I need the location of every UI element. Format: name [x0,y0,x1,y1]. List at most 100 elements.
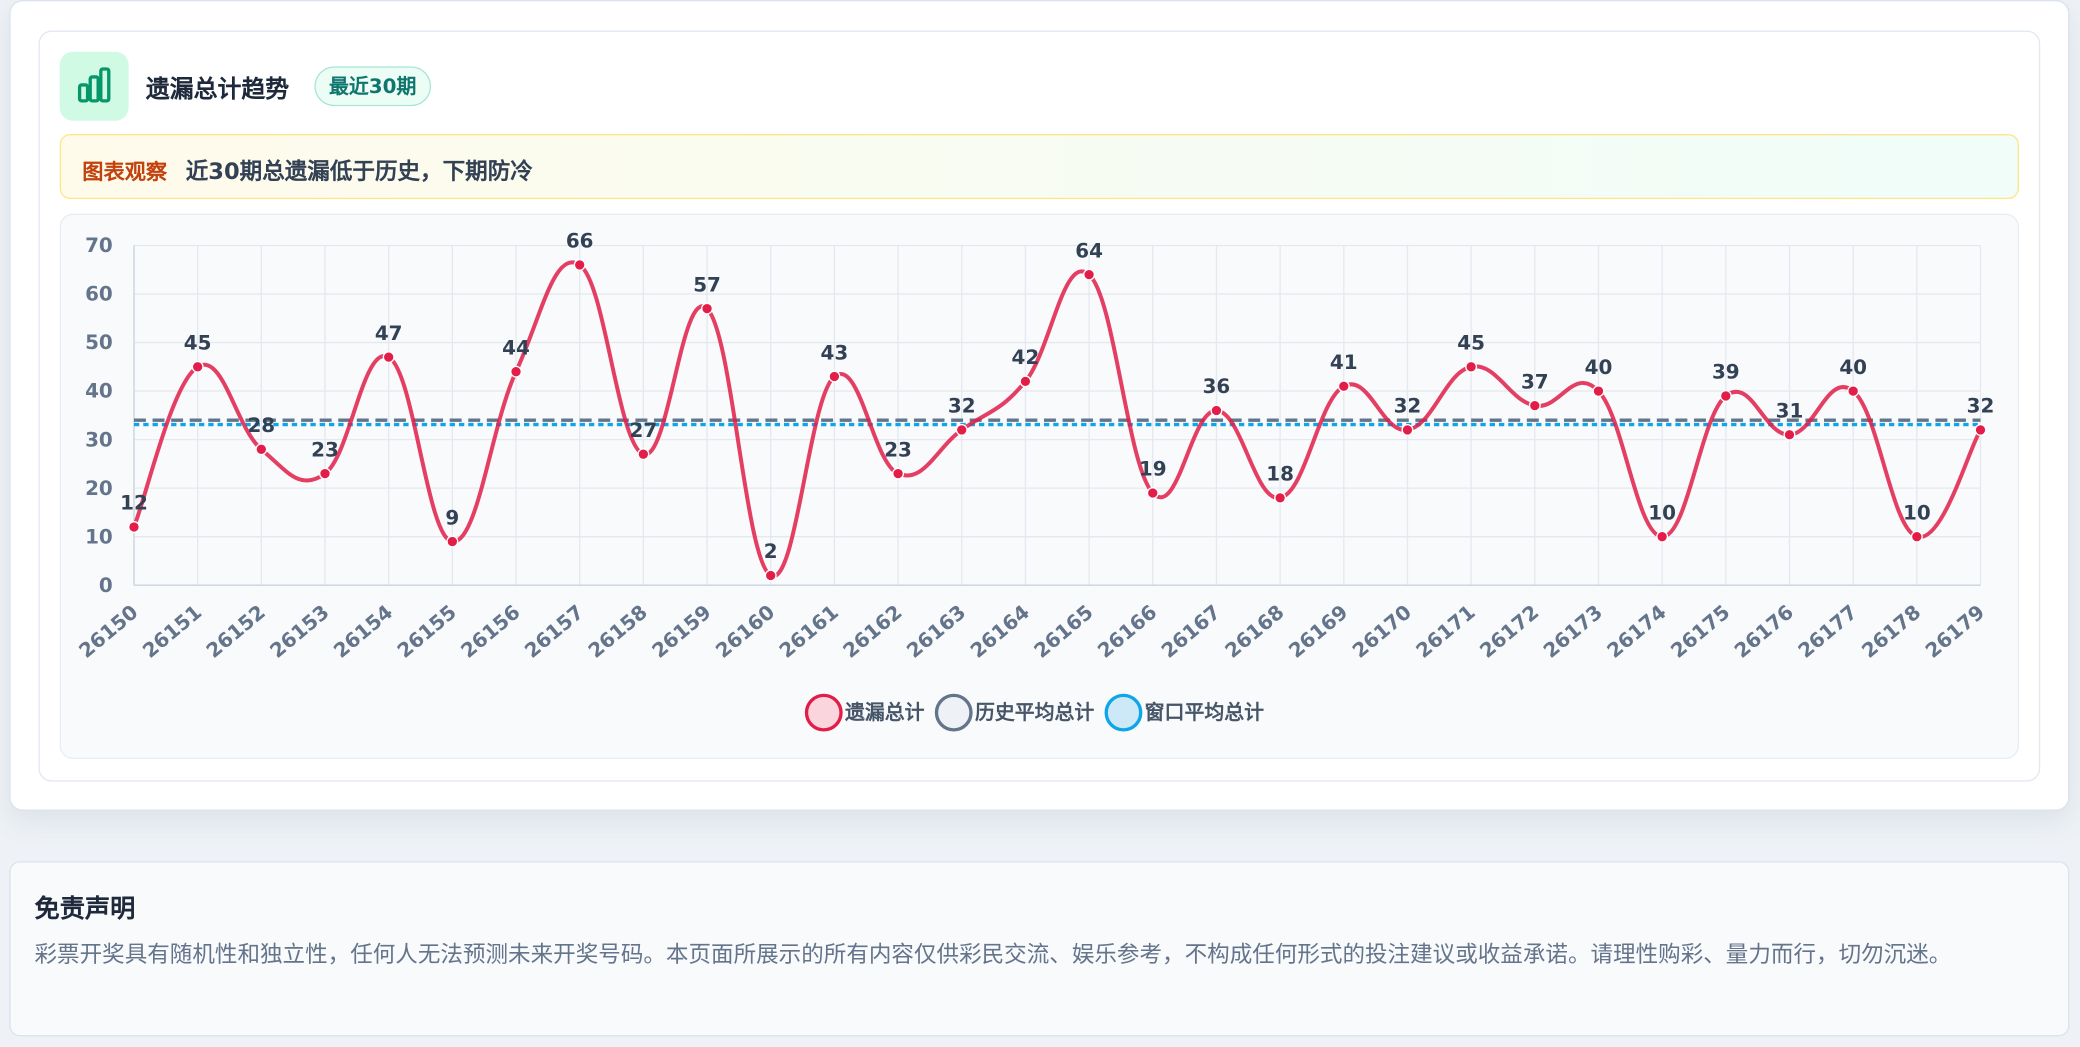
y-tick-label: 40 [85,380,113,403]
x-tick-label: 26166 [1093,601,1161,663]
data-label: 32 [948,395,976,418]
data-label: 28 [247,414,275,437]
x-tick-label: 26154 [329,601,397,663]
data-point [1019,375,1032,388]
data-point [701,302,714,315]
data-point [510,365,522,378]
data-point [191,360,204,373]
data-label: 10 [1648,501,1676,524]
x-tick-label: 26156 [457,601,525,663]
data-point [1592,385,1605,398]
data-label: 36 [1203,375,1231,398]
insight-label: 图表观察 [82,159,168,185]
data-label: 40 [1585,356,1613,379]
x-tick-label: 26150 [75,601,143,663]
x-tick-label: 26167 [1157,601,1225,663]
data-label: 45 [1457,332,1485,355]
insight-text: 近30期总遗漏低于历史，下期防冷 [185,159,533,186]
data-label: 47 [375,322,403,345]
x-tick-label: 26179 [1921,601,1989,663]
x-tick-label: 26165 [1030,601,1098,663]
data-point [255,443,268,456]
data-label: 37 [1521,370,1549,393]
legend-label: 遗漏总计 [844,700,925,724]
data-point [1656,530,1669,543]
x-tick-label: 26160 [711,601,779,663]
data-point [1847,385,1860,398]
chart-panel [59,213,2019,760]
disclaimer-text: 彩票开奖具有随机性和独立性，任何人无法预测未来开奖号码。本页面所展示的所有内容仅… [34,942,1952,969]
data-point [1146,487,1159,499]
data-point [828,370,841,383]
data-point [1401,423,1414,436]
data-point [1974,423,1987,436]
legend-marker [1104,693,1143,732]
x-tick-label: 26152 [202,601,270,663]
x-tick-label: 26163 [902,601,970,663]
x-tick-label: 26159 [648,601,716,663]
chart-icon [59,51,129,121]
x-tick-label: 26172 [1476,601,1544,663]
chart: 0 10 20 30 40 50 60 70 2615026151261522615326154… [75,230,1995,732]
data-label: 2 [764,540,778,563]
data-point [764,569,777,582]
x-tick-label: 26178 [1858,601,1926,663]
data-label: 66 [566,230,594,253]
y-tick-label: 70 [85,234,113,257]
data-point [1910,530,1923,543]
x-tick-label: 26171 [1412,601,1480,663]
y-tick-label: 0 [99,574,113,597]
data-point [1528,399,1541,412]
data-label: 12 [120,492,148,515]
data-point [382,351,395,364]
y-tick-label: 30 [85,428,113,451]
x-tick-label: 26174 [1603,601,1671,663]
y-tick-label: 10 [85,525,113,548]
data-point [1783,428,1796,441]
x-tick-label: 26155 [393,601,461,663]
legend-marker [804,693,843,732]
data-label: 32 [1967,395,1995,418]
data-point [1719,389,1732,402]
x-tick-label: 26173 [1539,601,1607,663]
data-point [892,467,905,480]
data-label: 41 [1330,351,1358,374]
data-label: 31 [1776,400,1804,423]
x-tick-label: 26164 [966,601,1034,663]
x-tick-label: 26176 [1730,601,1798,663]
x-tick-label: 26157 [520,601,588,663]
x-tick-label: 26158 [584,601,652,663]
data-point [1337,380,1350,393]
data-label: 32 [1394,395,1422,418]
data-label: 57 [693,273,721,296]
x-tick-label: 26168 [1221,601,1289,663]
data-label: 44 [502,336,530,359]
data-label: 43 [821,341,849,364]
data-label: 39 [1712,361,1740,384]
data-label: 9 [445,506,459,529]
data-label: 42 [1012,346,1040,369]
y-tick-label: 60 [85,283,113,306]
data-label: 40 [1839,356,1867,379]
y-tick-label: 50 [85,331,113,354]
data-point [573,258,586,271]
data-point [128,520,140,533]
data-point [637,448,650,461]
data-point [446,535,459,548]
data-label: 19 [1139,458,1167,481]
period-badge: 最近30期 [314,66,431,107]
panel-title: 遗漏总计趋势 [145,75,290,104]
data-point [955,423,968,436]
x-tick-label: 26151 [138,601,206,663]
data-label: 10 [1903,501,1931,524]
data-label: 23 [884,438,912,461]
data-label: 18 [1266,463,1294,486]
x-tick-label: 26170 [1348,601,1416,663]
data-point [319,467,331,480]
x-tick-label: 26162 [839,601,907,663]
legend-marker [934,693,973,732]
disclaimer-box [9,861,2070,1037]
data-point [1210,404,1223,417]
